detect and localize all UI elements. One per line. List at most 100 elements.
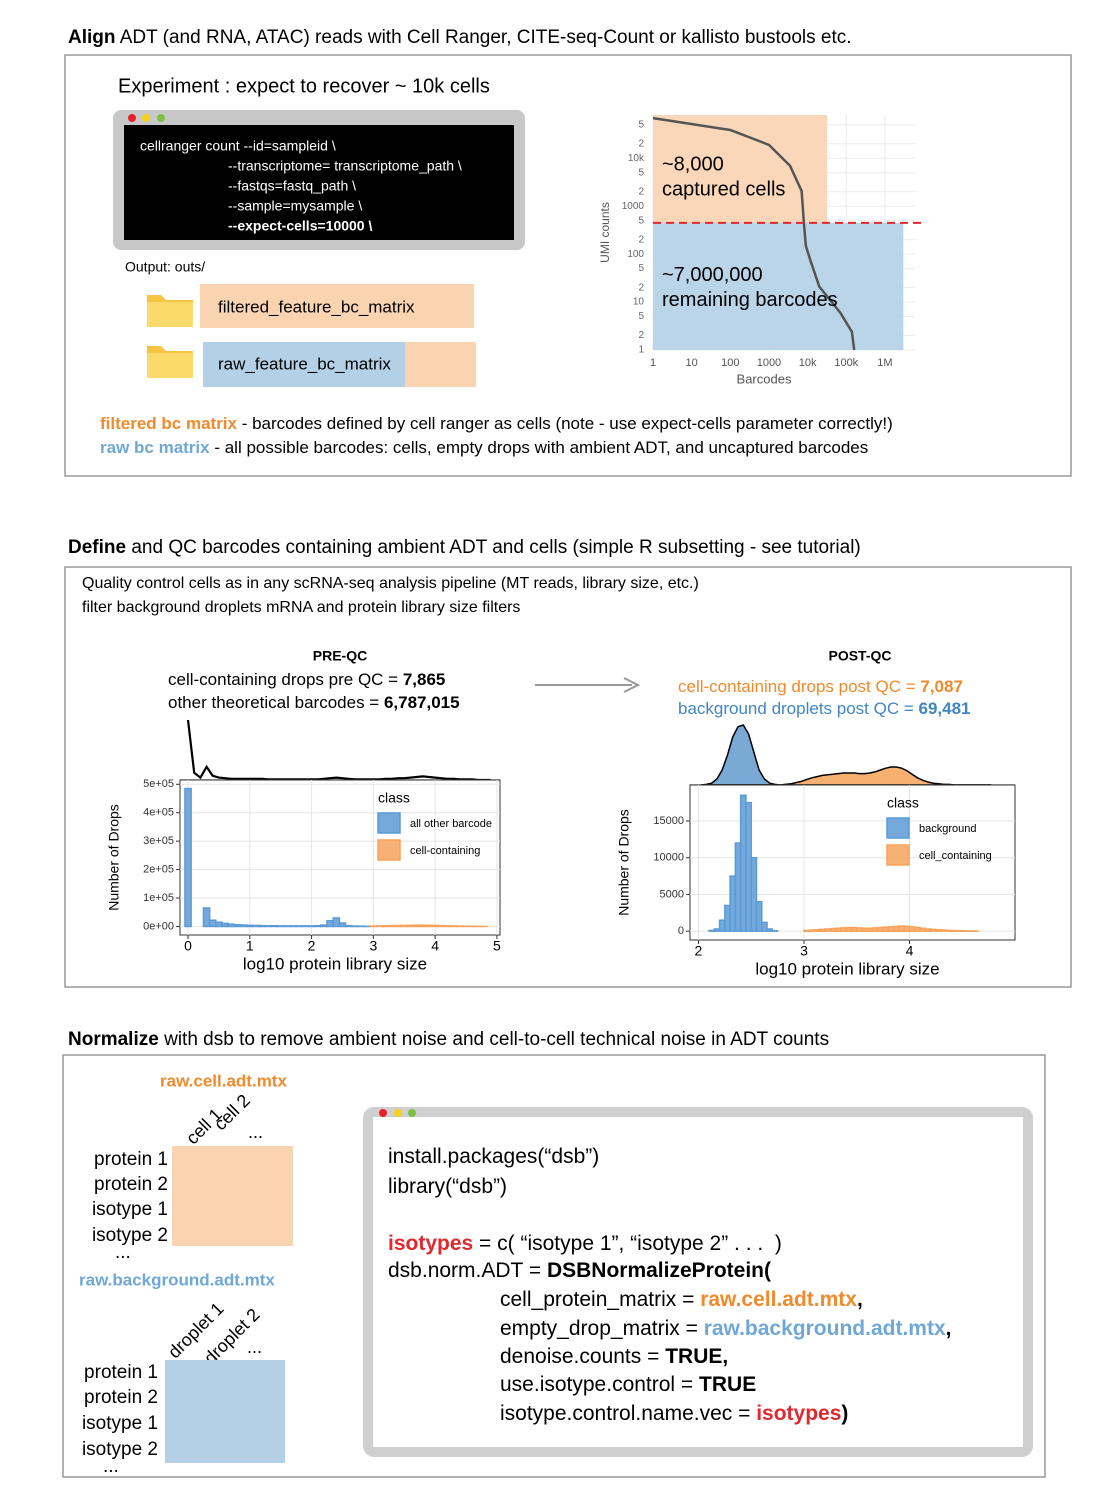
legend-key xyxy=(886,844,910,866)
folder-label: raw_feature_bc_matrix xyxy=(218,354,391,373)
code-window xyxy=(363,1107,1033,1457)
bar xyxy=(908,926,916,932)
terminal-line: --expect-cells=10000 \ xyxy=(228,218,372,234)
folder-icon xyxy=(147,346,193,378)
bar xyxy=(708,929,716,932)
bar xyxy=(233,924,242,928)
row-label: protein 1 xyxy=(94,1149,168,1170)
row-label: protein 2 xyxy=(94,1174,168,1195)
code: , xyxy=(946,1317,952,1340)
row-label: protein 2 xyxy=(84,1387,158,1408)
folder-box xyxy=(405,342,476,387)
knee-plot: 1 2 5 10 2 5 100 2 5 1000 2 5 10k 2 5 1 10 100 1000 10k 100k… xyxy=(598,115,921,386)
bar xyxy=(412,924,421,928)
stat-line: cell-containing drops pre QC = 7,865 xyxy=(168,670,445,689)
window-dot xyxy=(128,114,136,122)
y-tick-label: 5000 xyxy=(660,888,684,900)
y-axis-title: Number of Drops xyxy=(616,809,632,916)
stat-line: cell-containing drops post QC = 7,087 xyxy=(678,677,963,696)
histogram: 0e+00 1e+05 2e+05 3e+05 4e+05 5e+05 0 1 2 3 4 5 clas… xyxy=(106,719,501,973)
matrix xyxy=(172,1146,293,1246)
x-axis-title: log10 protein library size xyxy=(243,954,427,973)
code: isotypes xyxy=(756,1402,841,1425)
experiment-text: Experiment : expect to recover ~ 10k cel… xyxy=(118,75,490,97)
x-axis-title: Barcodes xyxy=(737,371,792,386)
section-box xyxy=(64,566,1072,988)
y-tick-label: 0 xyxy=(678,925,684,937)
legend-label: background xyxy=(919,823,977,835)
bar xyxy=(320,924,328,928)
heading-rest: ADT (and RNA, ATAC) reads with Cell Rang… xyxy=(116,27,852,48)
bar xyxy=(326,920,334,928)
bar xyxy=(449,925,458,928)
code: raw.background.adt.mtx xyxy=(704,1317,946,1340)
bar xyxy=(829,927,837,932)
window-dot xyxy=(394,1109,402,1117)
stat-value: 6,787,015 xyxy=(384,693,460,712)
bar xyxy=(394,924,402,928)
y-tick-label: 5 xyxy=(638,167,644,178)
x-tick-label: 2 xyxy=(308,938,316,954)
legend-label: all other barcode xyxy=(410,818,492,830)
column-label: ... xyxy=(248,1122,263,1142)
x-tick-label: 5 xyxy=(493,938,501,954)
bar xyxy=(892,925,900,932)
bar xyxy=(289,925,297,928)
row-label: isotype 2 xyxy=(92,1225,168,1246)
bar xyxy=(739,794,747,932)
stat-text: other theoretical barcodes = xyxy=(168,693,384,712)
y-tick-label: 5 xyxy=(638,215,644,226)
bar xyxy=(215,921,223,928)
bar xyxy=(724,904,731,932)
bar xyxy=(443,925,452,928)
x-tick-label: 100k xyxy=(834,357,858,369)
y-tick-label: 1000 xyxy=(622,201,645,212)
bar xyxy=(375,925,384,928)
bar xyxy=(845,926,853,932)
folder-box xyxy=(200,284,474,328)
row-label: ... xyxy=(115,1242,131,1263)
bar xyxy=(855,927,863,932)
x-tick-label: 1 xyxy=(650,357,656,369)
note-text: - barcodes defined by cell ranger as cel… xyxy=(237,414,893,433)
bar xyxy=(227,923,236,928)
code-line: install.packages(“dsb”) xyxy=(388,1145,599,1168)
code: isotypes xyxy=(388,1232,473,1255)
bar xyxy=(945,929,953,932)
y-tick-label: 1e+05 xyxy=(143,892,174,904)
y-tick-label: 3e+05 xyxy=(143,835,174,847)
section-box xyxy=(64,54,1072,477)
row-label: ... xyxy=(103,1456,119,1477)
legend-title: class xyxy=(378,790,410,806)
y-tick-label: 1 xyxy=(638,345,644,356)
bar xyxy=(406,924,415,928)
legend-key xyxy=(886,817,910,839)
y-tick-label: 5e+05 xyxy=(143,778,174,790)
region-label: remaining barcodes xyxy=(662,289,838,311)
code: denoise.counts = xyxy=(500,1345,665,1368)
y-tick-label: 5 xyxy=(638,311,644,322)
legend-key xyxy=(377,812,401,834)
window-dot xyxy=(142,114,150,122)
code-line: empty_drop_matrix = raw.background.adt.m… xyxy=(500,1317,951,1340)
output-label: Output: outs/ xyxy=(125,259,205,275)
x-tick-label: 3 xyxy=(800,943,808,959)
bar xyxy=(871,927,879,932)
section-heading: Define and QC barcodes containing ambien… xyxy=(68,537,861,558)
bar xyxy=(388,924,396,928)
bar xyxy=(898,925,905,932)
code-line: cell_protein_matrix = raw.cell.adt.mtx, xyxy=(500,1288,863,1311)
bar xyxy=(861,927,869,932)
code: TRUE, xyxy=(665,1345,728,1368)
y-tick-label: 10 xyxy=(633,297,645,308)
window-dot xyxy=(157,114,165,122)
note: raw bc matrix - all possible barcodes: c… xyxy=(100,438,868,457)
bar xyxy=(819,928,826,932)
bar xyxy=(914,926,921,932)
section-box xyxy=(62,1054,1046,1478)
y-tick-label: 2 xyxy=(638,186,644,197)
window-dot xyxy=(408,1109,416,1117)
stat-text: background droplets post QC = xyxy=(678,699,919,718)
